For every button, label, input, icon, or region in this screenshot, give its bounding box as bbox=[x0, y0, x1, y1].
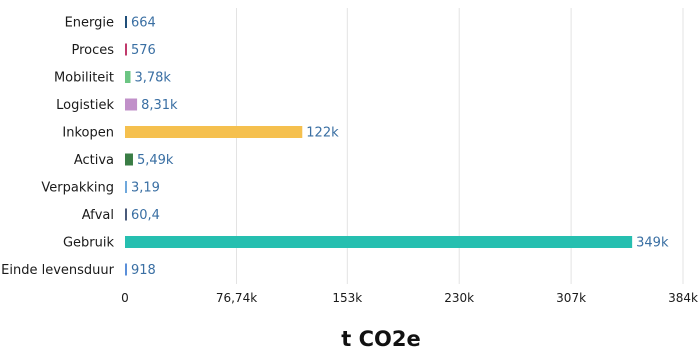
category-label: Inkopen bbox=[62, 126, 114, 141]
bar bbox=[125, 181, 127, 193]
bar bbox=[125, 153, 133, 166]
x-tick-label: 153k bbox=[332, 291, 362, 305]
value-label: 349k bbox=[636, 236, 669, 251]
x-tick-labels: 0 76,74k 153k 230k 307k 384k bbox=[121, 291, 698, 305]
category-label: Energie bbox=[65, 16, 114, 31]
bar bbox=[125, 43, 127, 56]
value-labels: 664 576 3,78k 8,31k 122k 5,49k 3,19 60,4 349k 918 bbox=[131, 16, 669, 279]
x-tick-label: 0 bbox=[121, 291, 129, 305]
bar bbox=[125, 208, 127, 221]
category-labels: Energie Proces Mobiliteit Logistiek Inkopen A… bbox=[1, 16, 114, 279]
value-label: 3,78k bbox=[134, 71, 171, 86]
category-label: Proces bbox=[71, 43, 114, 58]
value-label: 3,19 bbox=[131, 181, 160, 196]
value-label: 60,4 bbox=[131, 208, 160, 223]
bar bbox=[125, 98, 138, 111]
category-label: Mobiliteit bbox=[54, 71, 114, 86]
category-label: Afval bbox=[82, 208, 114, 223]
value-label: 664 bbox=[131, 16, 156, 31]
x-tick-label: 384k bbox=[668, 291, 698, 305]
value-label: 5,49k bbox=[137, 153, 174, 168]
category-label: Einde levensduur bbox=[1, 263, 114, 278]
bar bbox=[125, 16, 127, 28]
bar bbox=[125, 126, 303, 138]
category-label: Logistiek bbox=[56, 98, 114, 113]
bar bbox=[125, 236, 633, 248]
value-label: 918 bbox=[131, 263, 156, 278]
x-tick-label: 307k bbox=[556, 291, 586, 305]
bar bbox=[125, 263, 127, 276]
bars bbox=[125, 16, 633, 276]
x-axis-title: t CO2e bbox=[341, 327, 420, 351]
category-label: Verpakking bbox=[41, 181, 114, 196]
bar bbox=[125, 71, 131, 83]
x-tick-label: 230k bbox=[444, 291, 474, 305]
value-label: 8,31k bbox=[141, 98, 178, 113]
value-label: 576 bbox=[131, 43, 156, 58]
category-label: Activa bbox=[74, 153, 114, 168]
category-label: Gebruik bbox=[63, 236, 115, 251]
value-label: 122k bbox=[306, 126, 339, 141]
x-tick-label: 76,74k bbox=[216, 291, 257, 305]
